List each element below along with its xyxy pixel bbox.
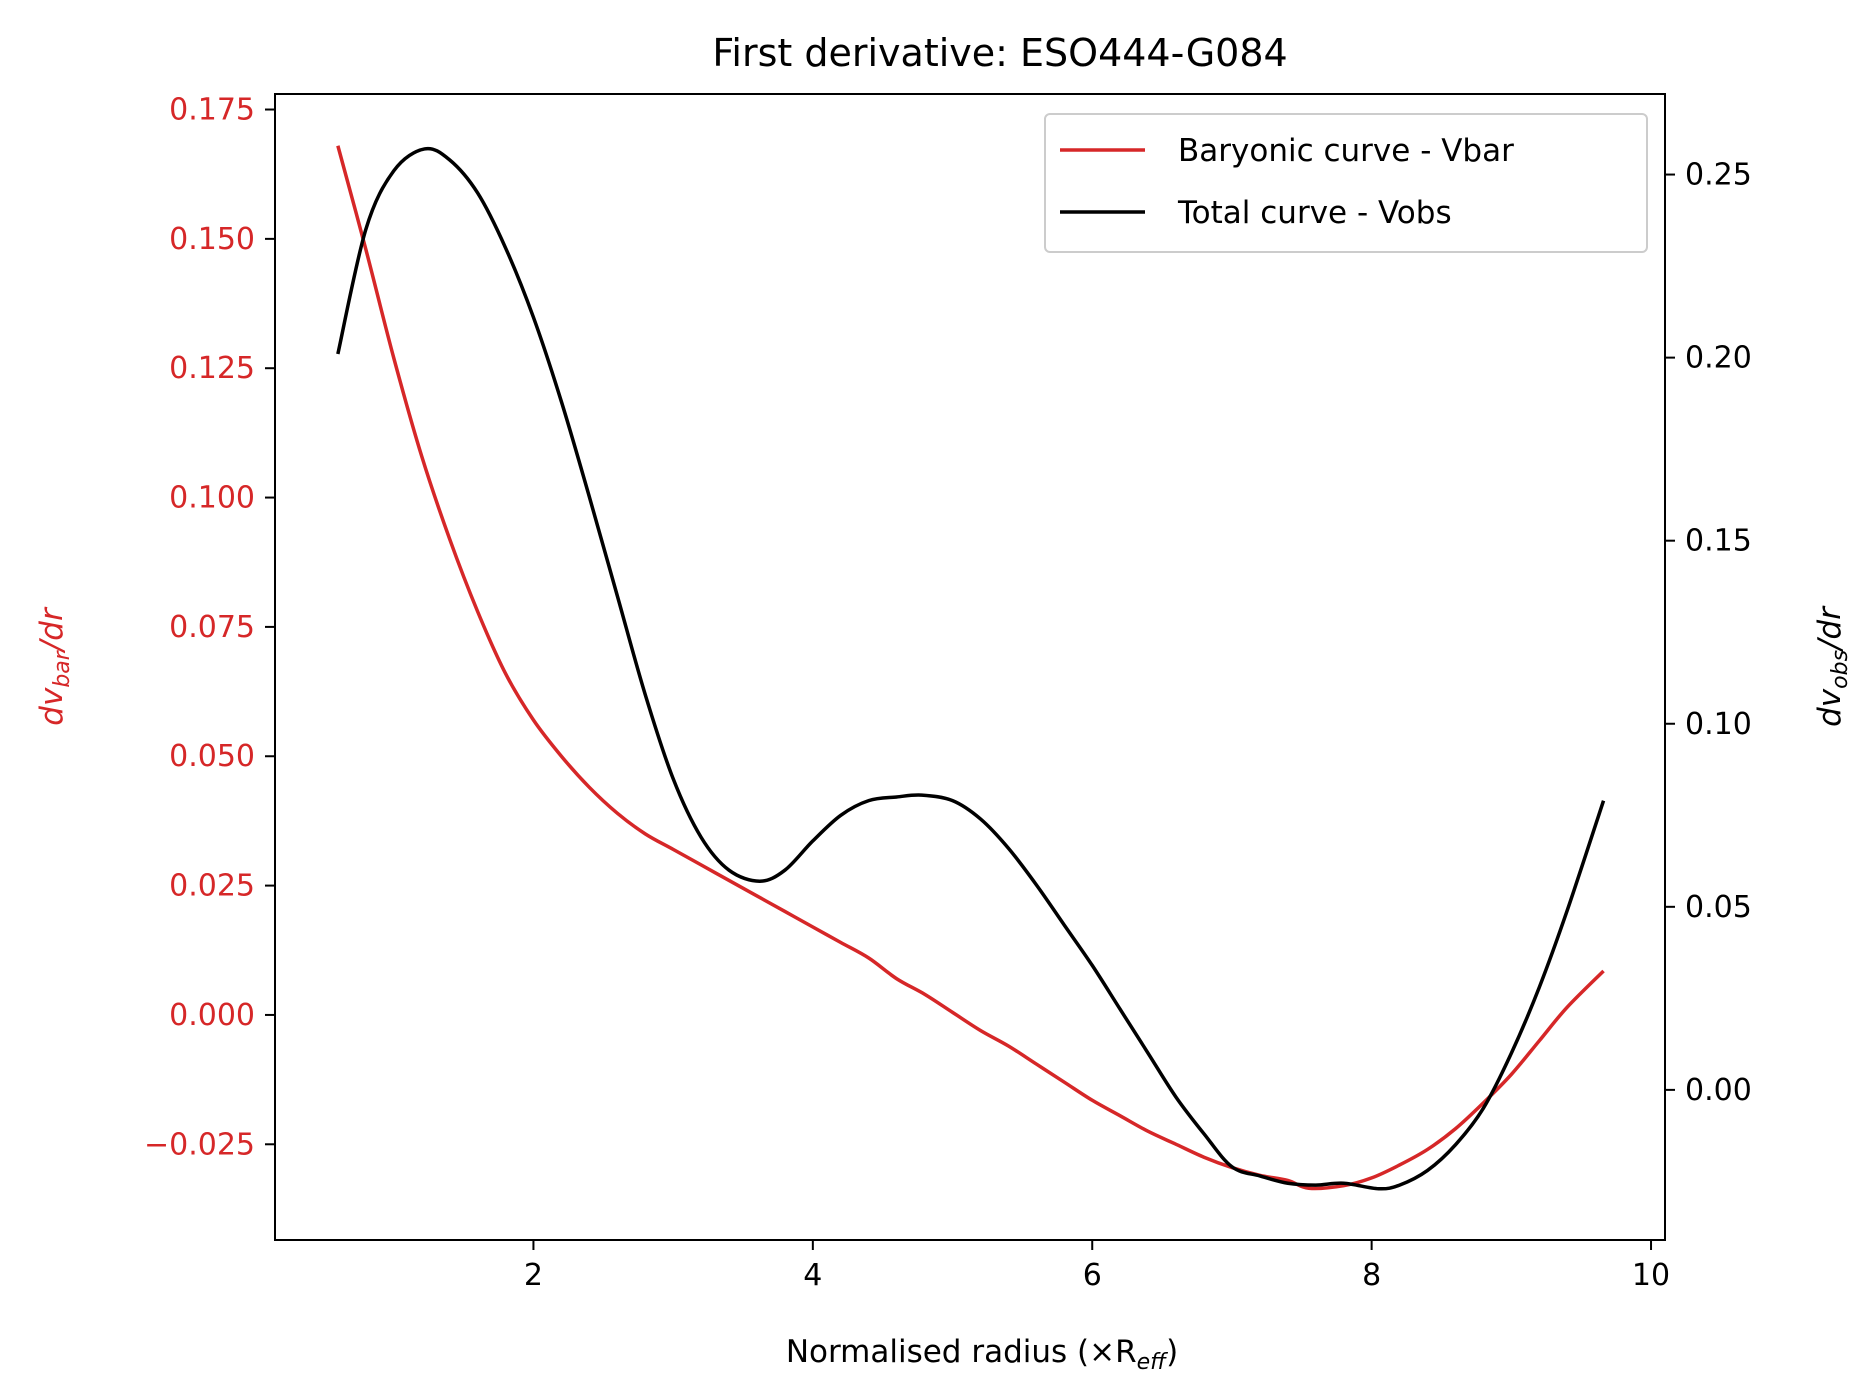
left-y-tick-label: 0.050: [169, 739, 255, 774]
right-y-tick-label: 0.10: [1685, 707, 1752, 742]
x-tick-label: 8: [1362, 1258, 1381, 1293]
left-y-tick-label: −0.025: [144, 1127, 255, 1162]
x-axis-label: Normalised radius (×Reff): [786, 1334, 1178, 1375]
right-y-axis-ticks: 0.00 0.05 0.10 0.15 0.20 0.25: [1665, 158, 1752, 1108]
left-y-tick-label: 0.025: [169, 869, 255, 904]
right-y-tick-label: 0.25: [1685, 158, 1752, 193]
right-y-tick-label: 0.15: [1685, 524, 1752, 559]
legend-box: [1044, 113, 1648, 253]
chart-title: First derivative: ESO444-G084: [712, 31, 1287, 75]
left-y-axis-label: dvbar/dr: [34, 606, 75, 726]
left-y-axis-ticks: −0.025 0.000 0.025 0.050 0.075 0.100 0.125 0.15…: [144, 93, 275, 1162]
x-tick-label: 4: [803, 1258, 822, 1293]
x-tick-label: 2: [524, 1258, 543, 1293]
plot-frame: [274, 93, 1666, 1241]
legend-label-vobs: Total curve - Vobs: [1177, 195, 1452, 231]
series-layer: [336, 145, 1606, 1191]
left-y-tick-label: 0.100: [169, 481, 255, 516]
right-y-axis-label: dvobs/dr: [1812, 605, 1853, 727]
series-line-vobs: [336, 146, 1606, 1191]
x-axis-ticks: 2 4 6 8 10: [524, 1240, 1670, 1293]
left-y-tick-label: 0.175: [169, 93, 255, 128]
right-y-tick-label: 0.20: [1685, 341, 1752, 376]
series-line-vbar: [336, 145, 1605, 1191]
left-y-tick-label: 0.000: [169, 998, 255, 1033]
legend: Baryonic curve - Vbar Total curve - Vobs: [1044, 113, 1648, 253]
left-y-tick-label: 0.075: [169, 610, 255, 645]
right-y-tick-label: 0.05: [1685, 890, 1752, 925]
left-y-tick-label: 0.150: [169, 222, 255, 257]
left-y-tick-label: 0.125: [169, 351, 255, 386]
x-tick-label: 6: [1083, 1258, 1102, 1293]
legend-label-vbar: Baryonic curve - Vbar: [1178, 133, 1514, 169]
x-tick-label: 10: [1632, 1258, 1670, 1293]
right-y-tick-label: 0.00: [1685, 1073, 1752, 1108]
